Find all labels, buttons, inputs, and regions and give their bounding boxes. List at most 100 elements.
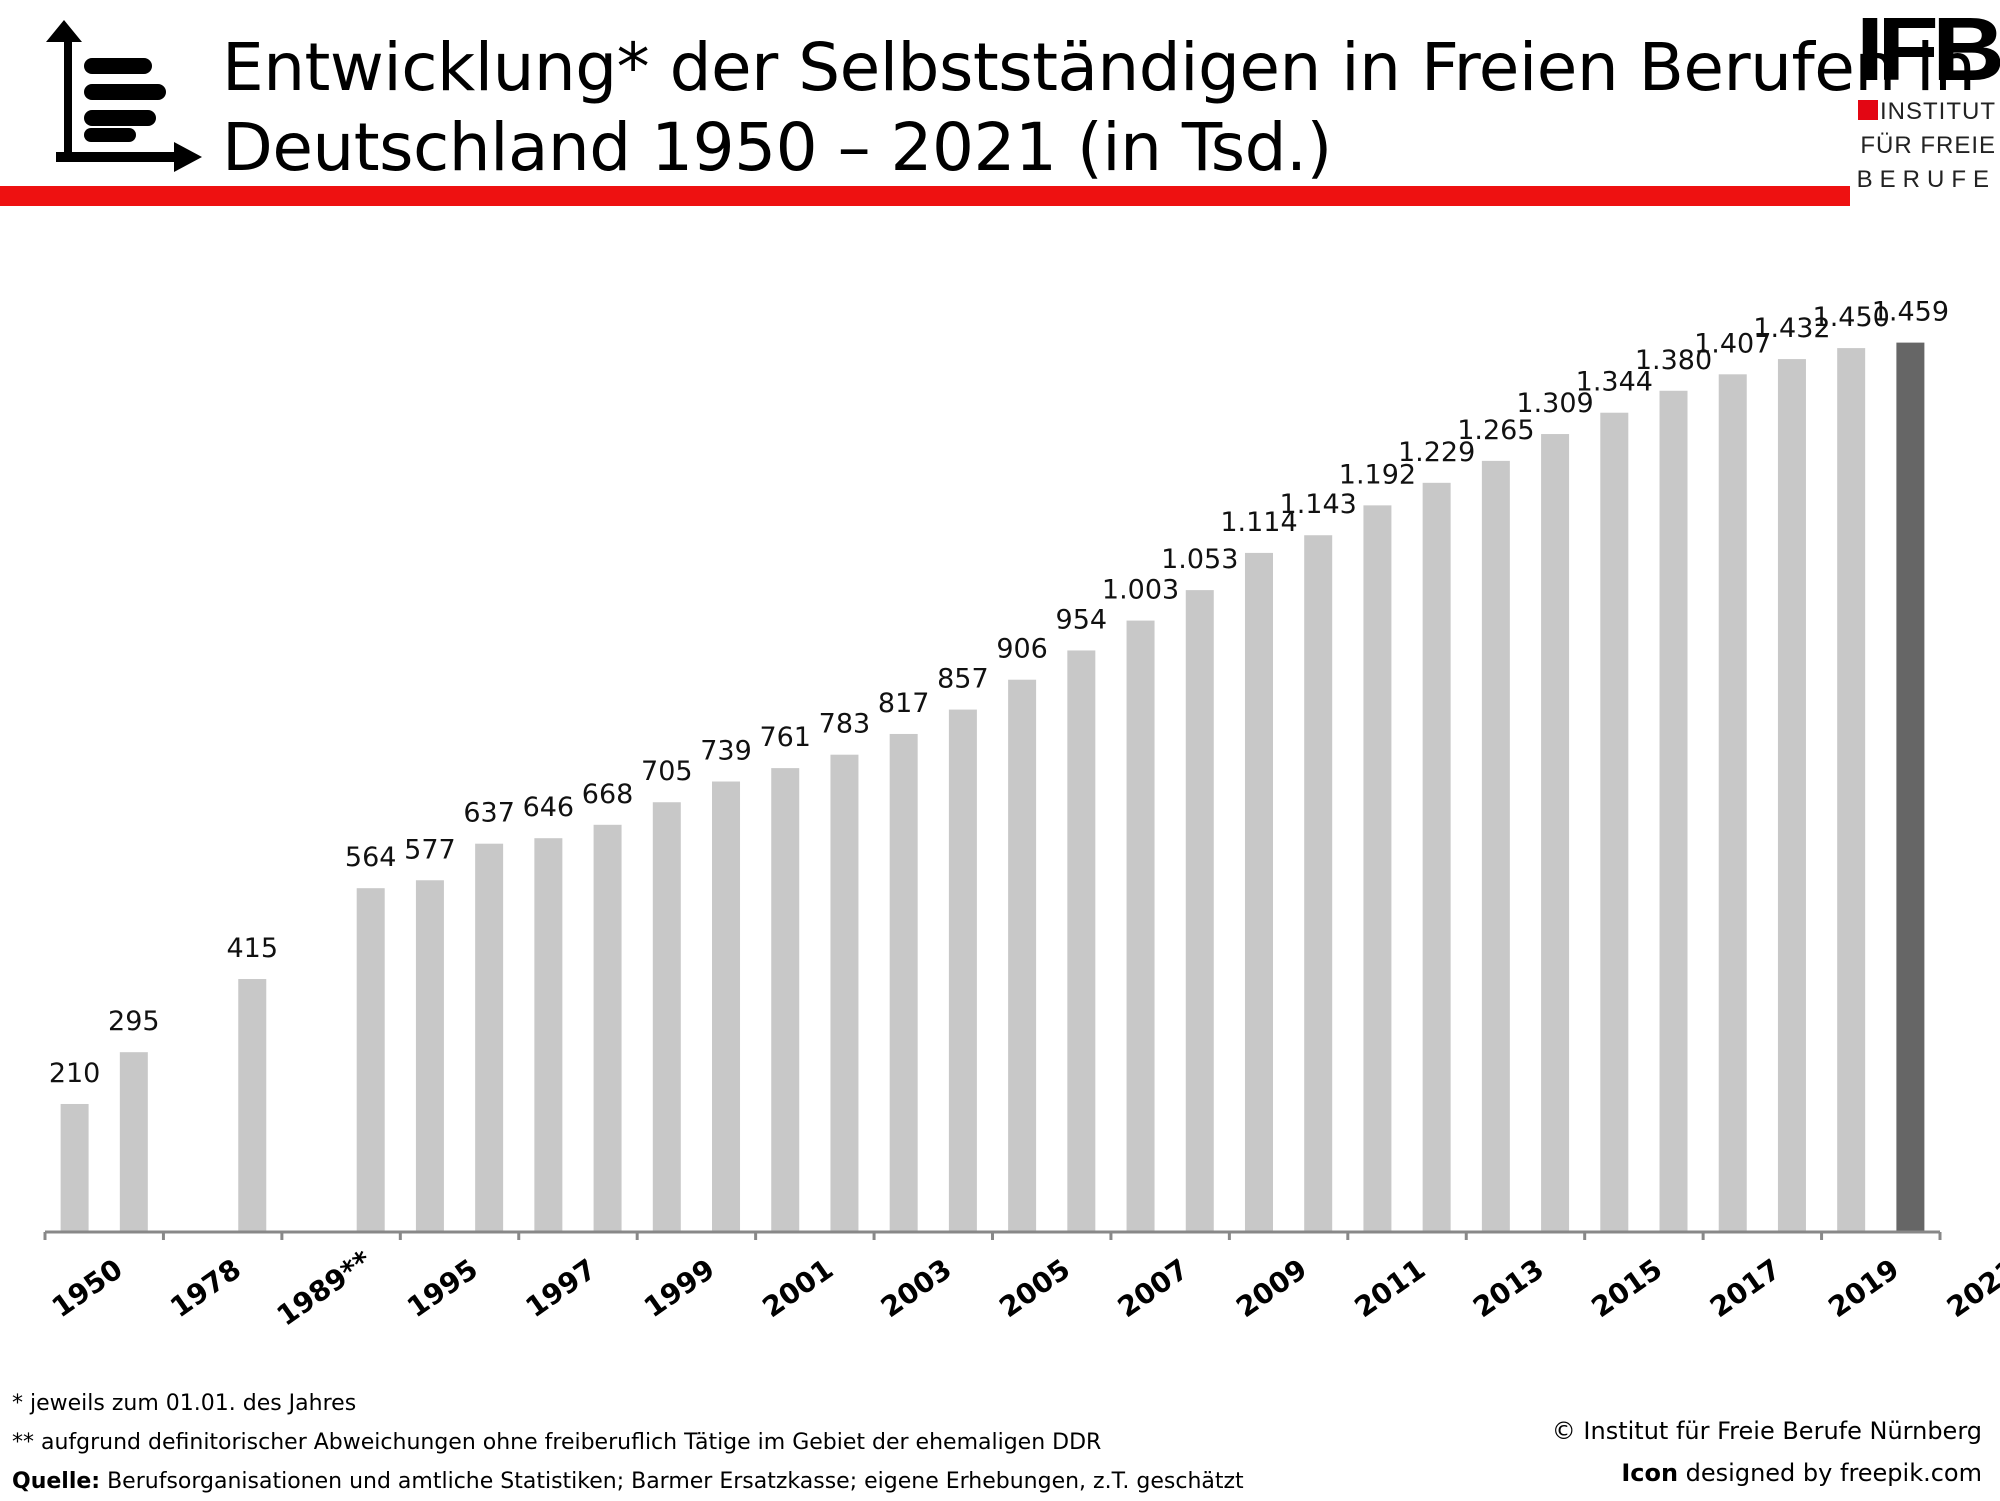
x-tick-label: 2001 — [756, 1252, 839, 1324]
data-label: 1.344 — [1576, 367, 1653, 398]
data-label: 637 — [463, 798, 515, 829]
data-label: 954 — [1056, 604, 1108, 635]
x-tick-label: 1995 — [401, 1252, 484, 1324]
page-title: Entwicklung* der Selbstständigen in Frei… — [222, 28, 1976, 188]
data-label: 857 — [937, 664, 989, 695]
footnote-2: ** aufgrund definitorischer Abweichungen… — [12, 1430, 1102, 1455]
x-tick-label: 1989** — [271, 1244, 378, 1333]
bar — [948, 709, 977, 1232]
data-label: 210 — [49, 1058, 101, 1089]
bar-group — [60, 342, 1925, 1233]
icon-credit-text: designed by freepik.com — [1678, 1459, 1982, 1487]
bar-chart-axes-icon — [46, 20, 202, 172]
data-label: 295 — [108, 1006, 160, 1037]
data-label: 1.407 — [1694, 328, 1771, 359]
data-label: 761 — [759, 722, 811, 753]
x-tick-label: 2007 — [1112, 1252, 1195, 1324]
data-label: 564 — [345, 842, 397, 873]
data-label: 577 — [404, 834, 456, 865]
data-label: 1.114 — [1220, 507, 1297, 538]
data-label: 1.053 — [1161, 544, 1238, 575]
data-label: 646 — [523, 792, 575, 823]
bar — [1422, 482, 1451, 1232]
logo-mark: IFB — [1856, 0, 2000, 100]
x-tick-label: 2013 — [1467, 1252, 1550, 1324]
data-label: 1.265 — [1457, 415, 1534, 446]
source-note: Quelle: Berufsorganisationen und amtlich… — [12, 1462, 1244, 1501]
data-label: 1.450 — [1813, 302, 1890, 333]
icon-credit: Icon designed by freepik.com — [1552, 1452, 1982, 1494]
footnote-1: * jeweils zum 01.01. des Jahres — [12, 1391, 357, 1416]
source-label: Quelle: — [12, 1469, 101, 1494]
data-label: 415 — [226, 933, 278, 964]
bar — [1837, 348, 1866, 1232]
x-tick-label: 2015 — [1585, 1252, 1668, 1324]
data-label: 705 — [641, 756, 693, 787]
bar — [1600, 412, 1629, 1232]
bar — [1541, 434, 1570, 1232]
x-tick-label: 2005 — [993, 1252, 1076, 1324]
x-tick-label: 2003 — [875, 1252, 958, 1324]
x-tick-label: 2019 — [1822, 1252, 1905, 1324]
ifb-logo: IFB INSTITUT FÜR FREIE BERUFE — [1856, 5, 2000, 193]
logo-line-3: BERUFE — [1856, 166, 1996, 193]
data-label: 817 — [878, 688, 930, 719]
bar — [712, 781, 741, 1232]
x-tick-label: 2021 — [1941, 1252, 2000, 1324]
bar — [889, 733, 918, 1232]
data-label: 1.459 — [1872, 297, 1949, 328]
footnotes: * jeweils zum 01.01. des Jahres ** aufgr… — [12, 1384, 1244, 1501]
data-label: 739 — [700, 736, 752, 767]
data-label: 1.229 — [1398, 437, 1475, 468]
data-label: 1.432 — [1753, 313, 1830, 344]
bar — [475, 843, 504, 1232]
logo-red-square — [1858, 100, 1878, 120]
icon-credit-label: Icon — [1621, 1459, 1679, 1487]
bar — [1896, 342, 1925, 1232]
logo-line-2: FÜR FREIE — [1860, 132, 1996, 159]
copyright: © Institut für Freie Berufe Nürnberg — [1551, 1417, 1982, 1445]
bar — [119, 1052, 148, 1232]
bar — [1185, 590, 1214, 1232]
title-line-1: Entwicklung* der Selbstständigen in Frei… — [222, 29, 1976, 106]
data-label: 1.003 — [1102, 575, 1179, 606]
x-tick-label: 1978 — [164, 1252, 247, 1324]
bar — [60, 1103, 89, 1232]
x-tick-label: 2009 — [1230, 1252, 1313, 1324]
x-tick-label: 1950 — [46, 1252, 129, 1324]
bar — [534, 838, 563, 1232]
bar — [1304, 535, 1333, 1232]
source-text: Berufsorganisationen und amtliche Statis… — [100, 1469, 1244, 1494]
data-label: 1.143 — [1280, 489, 1357, 520]
bar — [1067, 650, 1096, 1232]
bar — [652, 802, 681, 1232]
header-divider — [0, 186, 1850, 206]
bar — [1718, 374, 1747, 1232]
x-tick-label-group: 1950 1978 1989** 1995 1997 1999 2001 2003 2005 20… — [46, 1244, 2000, 1333]
title-line-2: Deutschland 1950 – 2021 (in Tsd.) — [222, 109, 1332, 186]
bar — [1008, 679, 1037, 1232]
bar — [771, 768, 800, 1232]
bar — [1363, 505, 1392, 1232]
data-label: 906 — [996, 634, 1048, 665]
data-label: 1.380 — [1635, 345, 1712, 376]
data-label: 668 — [582, 779, 634, 810]
x-tick-label: 1997 — [520, 1252, 603, 1324]
bar — [1777, 359, 1806, 1232]
bar — [238, 979, 267, 1232]
bar — [830, 754, 859, 1232]
logo-line-1: INSTITUT — [1880, 98, 1996, 125]
data-label: 1.309 — [1516, 388, 1593, 419]
bar — [1126, 620, 1155, 1232]
x-axis — [43, 1230, 1942, 1240]
bar — [593, 824, 622, 1232]
bar — [1481, 460, 1510, 1232]
x-tick-label: 2017 — [1704, 1252, 1787, 1324]
x-tick-label: 2011 — [1349, 1252, 1432, 1324]
bar — [356, 888, 385, 1232]
data-label: 783 — [819, 709, 871, 740]
bar — [1659, 390, 1688, 1233]
x-tick-label: 1999 — [638, 1252, 721, 1324]
